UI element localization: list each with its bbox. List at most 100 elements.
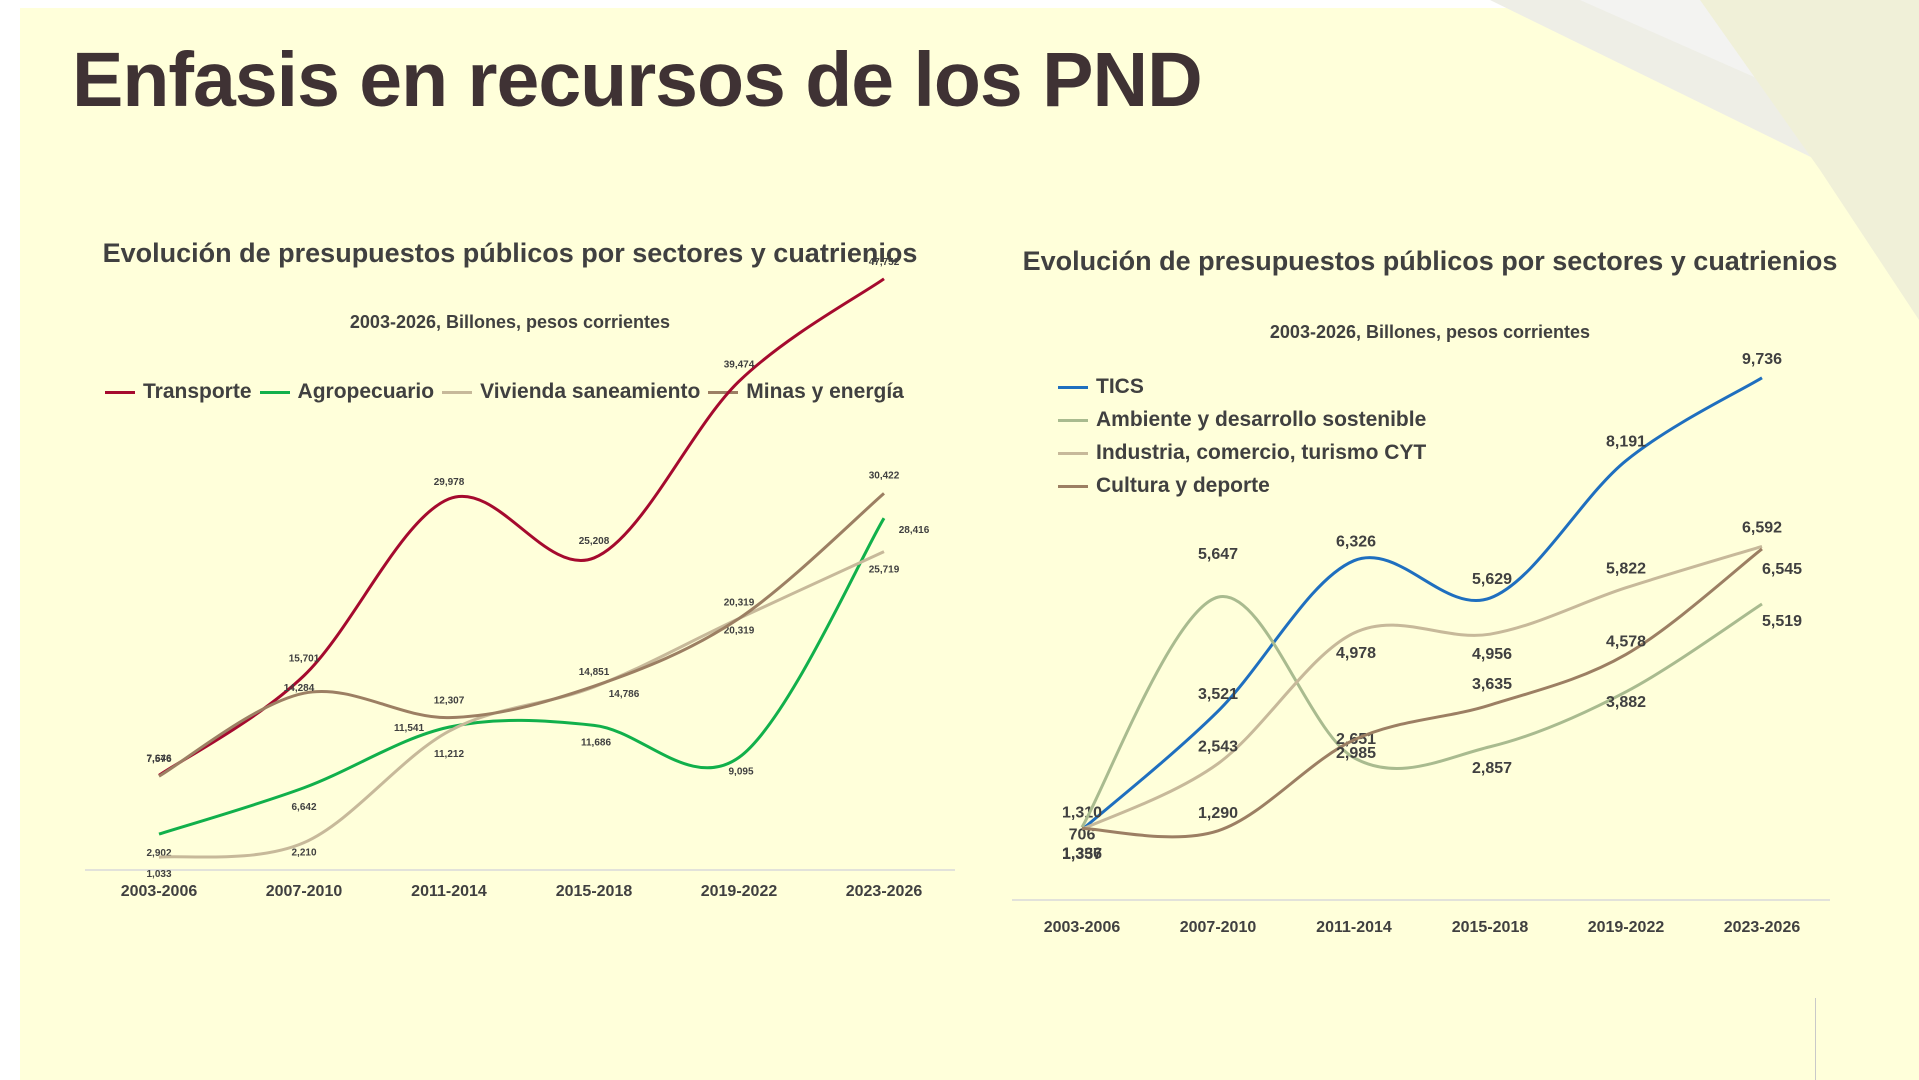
x-tick-label: 2019-2022 [701, 883, 778, 900]
data-label: 4,956 [1472, 646, 1512, 663]
data-label: 5,629 [1472, 571, 1512, 588]
data-label: 1,310 [1062, 805, 1102, 822]
legend-label: Agropecuario [297, 380, 435, 403]
x-tick-label: 2015-2018 [1452, 919, 1529, 936]
legend-item: TICS [1058, 375, 1426, 399]
x-tick-label: 2011-2014 [411, 883, 487, 900]
x-tick-label: 2015-2018 [556, 883, 633, 900]
legend-item: Minas y energía [708, 380, 904, 404]
data-label: 25,719 [869, 565, 900, 576]
data-label: 1,033 [146, 869, 171, 880]
x-tick-label: 2023-2026 [1724, 919, 1801, 936]
x-tick-label: 2019-2022 [1588, 919, 1665, 936]
legend-label: Transporte [143, 380, 252, 403]
slide-divider-line [1815, 998, 1816, 1080]
legend-swatch [442, 390, 473, 394]
x-tick-label: 2003-2006 [1044, 919, 1121, 936]
chart-plot-area: 2003-2006 2007-2010 2011-2014 2015-2018 2019… [85, 257, 955, 900]
chart-legend: TICS Ambiente y desarrollo sostenible Indu… [1058, 375, 1426, 498]
data-label: 4,978 [1336, 645, 1376, 662]
data-label: 9,095 [728, 766, 753, 777]
data-label: 6,642 [291, 802, 316, 813]
chart-subtitle: 2003-2026, Billones, pesos corrientes [349, 312, 671, 332]
data-label: 30,422 [869, 470, 900, 481]
data-label: 2,543 [1198, 739, 1238, 756]
data-label: 6,545 [1762, 561, 1802, 578]
data-label: 15,701 [289, 654, 320, 665]
legend-swatch [105, 390, 135, 394]
x-tick-label: 2023-2026 [846, 883, 923, 900]
data-label: 1,357 [1062, 846, 1102, 863]
data-label: 14,284 [284, 683, 315, 694]
legend-label: TICS [1096, 375, 1144, 398]
data-label: 7,576 [146, 754, 171, 765]
series-line [1081, 544, 1763, 831]
chart-right: Evolución de presupuestos públicos por s… [990, 220, 1870, 960]
data-label: 39,474 [724, 359, 755, 370]
legend-swatch [1058, 418, 1088, 422]
legend-swatch [259, 390, 290, 394]
data-label: 11,686 [581, 737, 611, 748]
data-label: 29,978 [434, 477, 465, 488]
series-line [1081, 376, 1763, 831]
data-label: 14,786 [609, 689, 640, 700]
series-line [1080, 595, 1763, 828]
legend-swatch [1058, 484, 1088, 488]
data-label: 2,210 [291, 848, 316, 859]
data-label: 25,208 [579, 536, 610, 547]
data-label: 7,646 [146, 753, 171, 764]
data-label: 6,592 [1742, 519, 1782, 536]
data-label: 2,857 [1472, 760, 1512, 777]
chart-subtitle: 2003-2026, Billones, pesos corrientes [1269, 322, 1591, 342]
data-label: 9,736 [1742, 351, 1782, 368]
legend-label: Minas y energía [746, 380, 904, 403]
data-label: 14,851 [579, 667, 610, 678]
data-label: 11,212 [434, 749, 464, 760]
series-line [158, 492, 885, 778]
chart-legend: Transporte Agropecuario Vivienda saneamien… [105, 380, 912, 404]
legend-item: Agropecuario [259, 380, 435, 404]
data-label: 1,290 [1198, 805, 1238, 822]
legend-item: Industria, comercio, turismo CYT [1058, 441, 1426, 465]
data-label: 6,326 [1336, 534, 1376, 551]
data-label: 706 [1069, 826, 1096, 843]
legend-item: Vivienda saneamiento [442, 380, 700, 404]
chart-left: Evolución de presupuestos públicos por s… [40, 210, 980, 950]
x-tick-label: 2003-2006 [121, 883, 198, 900]
legend-item: Transporte [105, 380, 252, 404]
legend-label: Ambiente y desarrollo sostenible [1096, 408, 1427, 431]
data-label: 2,902 [146, 848, 171, 859]
data-label: 8,191 [1606, 434, 1646, 451]
data-label: 5,647 [1198, 546, 1238, 563]
data-label: 3,882 [1606, 694, 1646, 711]
legend-swatch [1058, 451, 1088, 455]
legend-swatch [1058, 385, 1088, 389]
data-label: 5,519 [1762, 613, 1802, 630]
data-label: 5,822 [1606, 561, 1646, 578]
legend-item: Ambiente y desarrollo sostenible [1058, 408, 1426, 432]
chart-plot-area: 2003-2006 2007-2010 2011-2014 2015-2018 2019… [1012, 351, 1830, 936]
x-tick-label: 2007-2010 [1180, 919, 1257, 936]
chart-title: Evolución de presupuestos públicos por s… [1022, 246, 1838, 276]
data-label: 12,307 [434, 696, 465, 707]
data-label: 20,319 [724, 625, 755, 636]
data-label: 3,521 [1198, 686, 1238, 703]
data-label: 4,578 [1606, 633, 1646, 650]
series-line [158, 277, 885, 777]
data-label: 11,541 [394, 723, 424, 734]
legend-swatch [708, 390, 739, 394]
data-label: 20,319 [724, 597, 755, 608]
data-label: 1,336 [1062, 845, 1102, 862]
legend-item: Cultura y deporte [1058, 474, 1426, 498]
series-line [1081, 547, 1763, 839]
data-label: 28,416 [899, 525, 930, 536]
data-label: 2,985 [1336, 745, 1376, 762]
series-line [158, 517, 886, 836]
data-label: 47,752 [869, 257, 900, 268]
x-tick-label: 2007-2010 [266, 883, 343, 900]
page-title: Enfasis en recursos de los PND [72, 37, 1203, 123]
legend-label: Vivienda saneamiento [480, 380, 701, 403]
chart-title: Evolución de presupuestos públicos por s… [102, 238, 918, 268]
x-tick-label: 2011-2014 [1316, 919, 1392, 936]
data-label: 3,635 [1472, 676, 1512, 693]
